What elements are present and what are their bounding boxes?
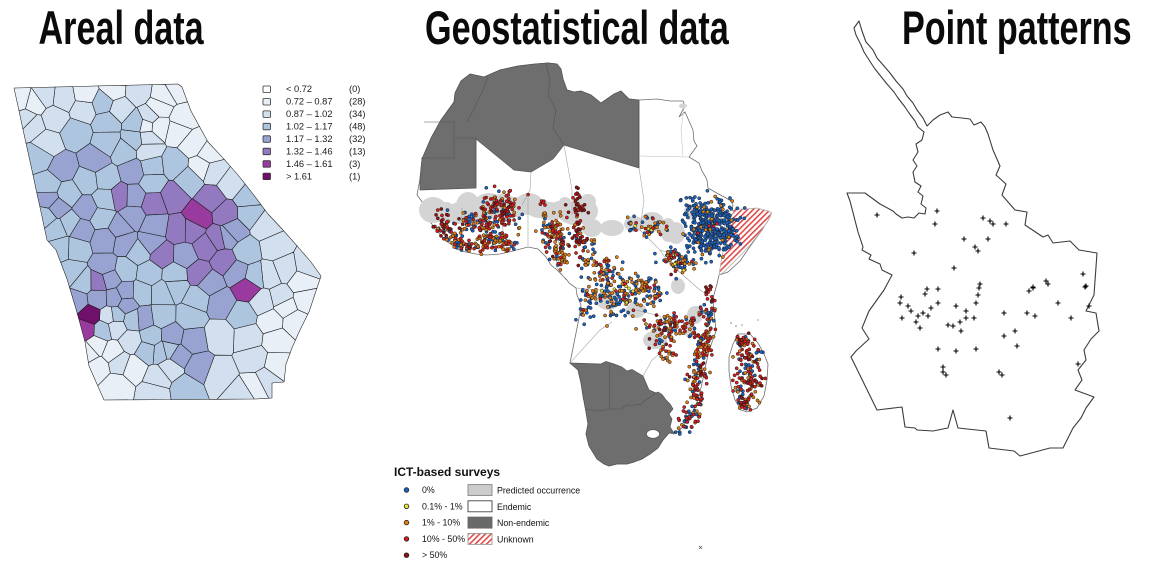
svg-text:1.46 – 1.61: 1.46 – 1.61 — [286, 159, 333, 169]
svg-text:(28): (28) — [349, 97, 366, 107]
svg-text:Point patterns: Point patterns — [902, 2, 1132, 55]
svg-text:Predicted occurrence: Predicted occurrence — [497, 486, 580, 496]
svg-text:1.02 – 1.17: 1.02 – 1.17 — [286, 122, 333, 132]
svg-text:Unknown: Unknown — [497, 534, 534, 544]
svg-text:1% - 10%: 1% - 10% — [422, 518, 460, 528]
svg-text:(13): (13) — [349, 146, 366, 156]
svg-text:Endemic: Endemic — [497, 502, 532, 512]
svg-text:(0): (0) — [349, 84, 360, 94]
svg-text:Geostatistical data: Geostatistical data — [425, 2, 730, 55]
svg-text:Non-endemic: Non-endemic — [497, 518, 550, 528]
svg-text:0%: 0% — [422, 485, 435, 495]
svg-text:1.17 – 1.32: 1.17 – 1.32 — [286, 134, 333, 144]
svg-text:(34): (34) — [349, 109, 366, 119]
svg-text:> 50%: > 50% — [422, 550, 447, 560]
svg-text:(48): (48) — [349, 122, 366, 132]
svg-text:(1): (1) — [349, 171, 360, 181]
svg-text:0.72 – 0.87: 0.72 – 0.87 — [286, 97, 333, 107]
svg-text:(3): (3) — [349, 159, 360, 169]
svg-text:ICT-based surveys: ICT-based surveys — [394, 465, 500, 479]
svg-text:0.87 – 1.02: 0.87 – 1.02 — [286, 109, 333, 119]
svg-text:> 1.61: > 1.61 — [286, 171, 312, 181]
svg-text:< 0.72: < 0.72 — [286, 84, 312, 94]
svg-text:1.32 – 1.46: 1.32 – 1.46 — [286, 146, 333, 156]
svg-text:Areal data: Areal data — [39, 2, 205, 55]
svg-text:(32): (32) — [349, 134, 366, 144]
svg-text:0.1% - 1%: 0.1% - 1% — [422, 501, 463, 511]
svg-text:10% - 50%: 10% - 50% — [422, 534, 465, 544]
